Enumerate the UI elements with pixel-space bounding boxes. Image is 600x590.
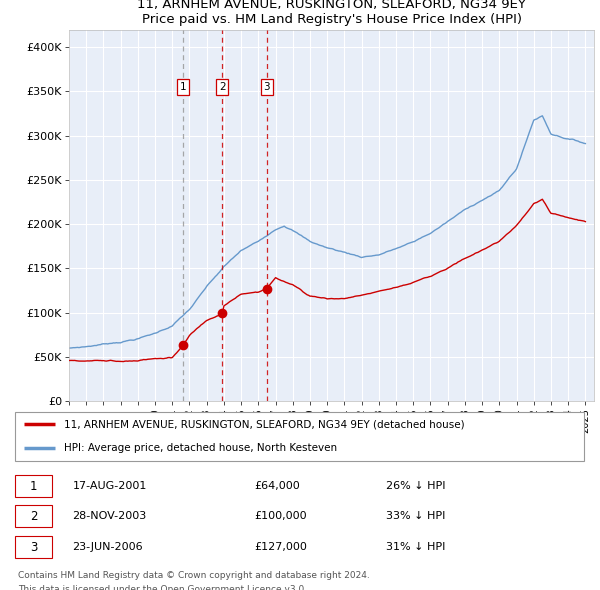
Text: 3: 3 <box>30 541 37 554</box>
Text: £100,000: £100,000 <box>254 512 307 521</box>
Text: 3: 3 <box>263 82 270 92</box>
Text: 23-JUN-2006: 23-JUN-2006 <box>73 542 143 552</box>
Text: 1: 1 <box>30 480 37 493</box>
Text: HPI: Average price, detached house, North Kesteven: HPI: Average price, detached house, Nort… <box>64 443 337 453</box>
Text: £127,000: £127,000 <box>254 542 307 552</box>
Text: 33% ↓ HPI: 33% ↓ HPI <box>386 512 446 521</box>
Text: 1: 1 <box>180 82 187 92</box>
Text: This data is licensed under the Open Government Licence v3.0.: This data is licensed under the Open Gov… <box>18 585 307 590</box>
Text: 31% ↓ HPI: 31% ↓ HPI <box>386 542 446 552</box>
FancyBboxPatch shape <box>15 536 52 558</box>
Text: 17-AUG-2001: 17-AUG-2001 <box>73 481 147 491</box>
Text: 11, ARNHEM AVENUE, RUSKINGTON, SLEAFORD, NG34 9EY (detached house): 11, ARNHEM AVENUE, RUSKINGTON, SLEAFORD,… <box>64 419 464 430</box>
Text: 28-NOV-2003: 28-NOV-2003 <box>73 512 147 521</box>
Text: Contains HM Land Registry data © Crown copyright and database right 2024.: Contains HM Land Registry data © Crown c… <box>18 571 370 581</box>
Text: £64,000: £64,000 <box>254 481 299 491</box>
Text: 2: 2 <box>219 82 226 92</box>
Text: 2: 2 <box>30 510 37 523</box>
Title: 11, ARNHEM AVENUE, RUSKINGTON, SLEAFORD, NG34 9EY
Price paid vs. HM Land Registr: 11, ARNHEM AVENUE, RUSKINGTON, SLEAFORD,… <box>137 0 526 25</box>
FancyBboxPatch shape <box>15 505 52 527</box>
FancyBboxPatch shape <box>15 412 584 461</box>
FancyBboxPatch shape <box>15 475 52 497</box>
Text: 26% ↓ HPI: 26% ↓ HPI <box>386 481 446 491</box>
